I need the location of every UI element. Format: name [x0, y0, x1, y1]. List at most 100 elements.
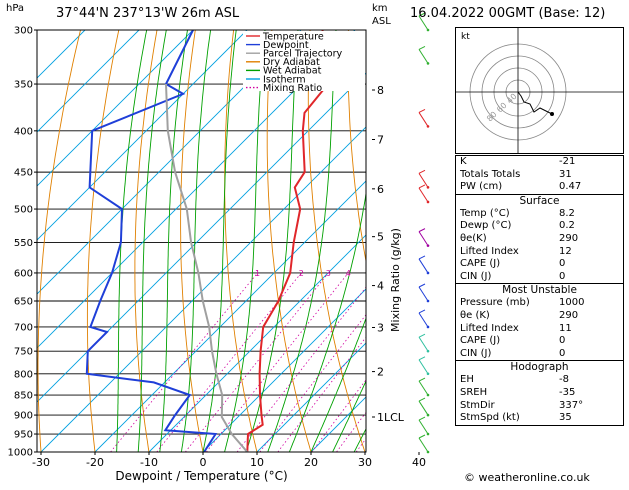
row-value: 31	[559, 168, 572, 180]
wind-barb-flag	[418, 397, 426, 402]
table-row: θe(K) 290	[456, 233, 623, 246]
hodograph-unit-label: kt	[461, 32, 470, 42]
temp-tick-label: 40	[412, 456, 426, 469]
series-temperature	[246, 30, 330, 452]
wind-barb-flag	[418, 356, 426, 361]
wind-barb-dot	[426, 432, 430, 436]
mixing-ratio-line	[355, 437, 366, 452]
isotherm-line	[202, 288, 366, 452]
wind-barbs	[418, 12, 430, 454]
wind-barb	[418, 419, 429, 435]
wind-barb-flag	[418, 169, 426, 174]
wind-barb-dot	[426, 393, 430, 397]
wind-barb-dot	[426, 325, 430, 329]
x-axis-label: Dewpoint / Temperature (°C)	[115, 469, 287, 483]
isotherm-line	[37, 30, 248, 241]
skewt-svg: 1234681015202530035040045050055060065070…	[8, 12, 455, 483]
wet-adiabat	[159, 30, 188, 452]
wind-barb-flag	[418, 255, 426, 260]
plot-area: 12346810152025	[37, 30, 455, 452]
pressure-tick-label: 750	[14, 347, 33, 358]
table-row: Dewp (°C) 0.2	[456, 220, 623, 233]
table-row: StmSpd (kt) 35	[456, 412, 623, 425]
mixing-ratio-line	[110, 272, 258, 452]
mixing-ratio-label: 4	[346, 269, 351, 278]
hodograph-table-title: Hodograph	[510, 361, 569, 374]
isotherm-line	[40, 126, 366, 452]
km-tick-label: 2	[377, 366, 384, 379]
isotherm-line	[37, 30, 194, 187]
pressure-tick-label: 950	[14, 430, 33, 441]
row-value: 337°	[559, 399, 584, 411]
copyright-label: © weatheronline.co.uk	[464, 471, 590, 484]
wind-barb-dot	[426, 372, 430, 376]
table-row: CIN (J) 0	[456, 348, 623, 361]
pressure-tick-label: 850	[14, 391, 33, 402]
wind-barb-dot	[426, 186, 430, 189]
row-label: Totals Totals	[460, 168, 521, 180]
row-value: -8	[559, 374, 569, 386]
row-value: 0	[559, 270, 566, 282]
wind-barb-dot	[426, 28, 430, 32]
table-row: CIN (J) 0	[456, 271, 623, 284]
wet-adiabat	[202, 30, 237, 452]
pressure-tick-label: 350	[14, 80, 33, 91]
table-row: SREH -35	[456, 387, 623, 400]
wind-barb-flag	[418, 377, 426, 382]
row-value: 0.2	[559, 220, 575, 232]
temp-tick-label: 20	[304, 456, 318, 469]
temp-tick-label: -20	[86, 456, 104, 469]
row-label: PW (cm)	[460, 181, 503, 193]
dry-adiabat	[425, 30, 455, 452]
mixing-ratio-line	[205, 272, 349, 452]
asl-label: ASL	[372, 16, 391, 27]
row-value: 290	[559, 232, 579, 244]
isotherm-line	[37, 30, 86, 79]
isotherm-line	[37, 30, 140, 133]
table-row: Temp (°C) 8.2	[456, 208, 623, 221]
wind-barb-dot	[426, 450, 430, 454]
wind-barb-flag	[418, 184, 426, 189]
mixing-ratio-axis-label: Mixing Ratio (g/kg)	[389, 228, 402, 332]
wind-barb-flag	[418, 12, 426, 17]
wind-barb-flag	[418, 45, 426, 50]
row-label: CAPE (J)	[460, 335, 501, 347]
row-label: EH	[460, 374, 474, 386]
mixing-ratio-label: 10	[411, 269, 421, 278]
temp-tick-label: 0	[200, 456, 207, 469]
wind-barb	[418, 286, 429, 302]
surface-title: Surface	[519, 194, 560, 207]
wind-barb-dot	[426, 62, 430, 65]
table-row: Lifted Index 12	[456, 246, 623, 259]
wind-barb-dot	[426, 349, 430, 353]
wind-barb-dot	[426, 200, 430, 204]
wind-barb	[418, 336, 429, 352]
wind-barb	[418, 187, 429, 203]
most-unstable-title: Most Unstable	[502, 284, 577, 297]
wind-barb-dot	[426, 244, 430, 247]
series-parcel-trajectory	[165, 83, 249, 452]
km-label: km	[372, 3, 388, 14]
row-label: Dewp (°C)	[460, 220, 512, 232]
table-row: Lifted Index 11	[456, 323, 623, 336]
table-row: Pressure (mb) 1000	[456, 297, 623, 310]
wet-adiabat	[137, 30, 167, 452]
wet-adiabat	[332, 380, 366, 452]
mixing-ratio-line	[156, 272, 302, 452]
wind-barb	[418, 380, 429, 396]
isotherm-line	[37, 72, 366, 403]
isotherm-line	[256, 342, 366, 452]
temp-tick-label: -30	[32, 456, 50, 469]
legend-label: Wet Adiabat	[263, 66, 322, 77]
hpa-label: hPa	[6, 3, 25, 14]
wet-adiabat	[288, 190, 366, 452]
wet-adiabat	[353, 427, 366, 452]
dry-adiabat	[86, 30, 120, 452]
row-value: 0	[559, 258, 566, 270]
wind-barb-flag	[418, 108, 426, 113]
wind-barb	[418, 15, 429, 31]
row-value: 12	[559, 245, 572, 257]
temp-tick-label: 10	[250, 456, 264, 469]
